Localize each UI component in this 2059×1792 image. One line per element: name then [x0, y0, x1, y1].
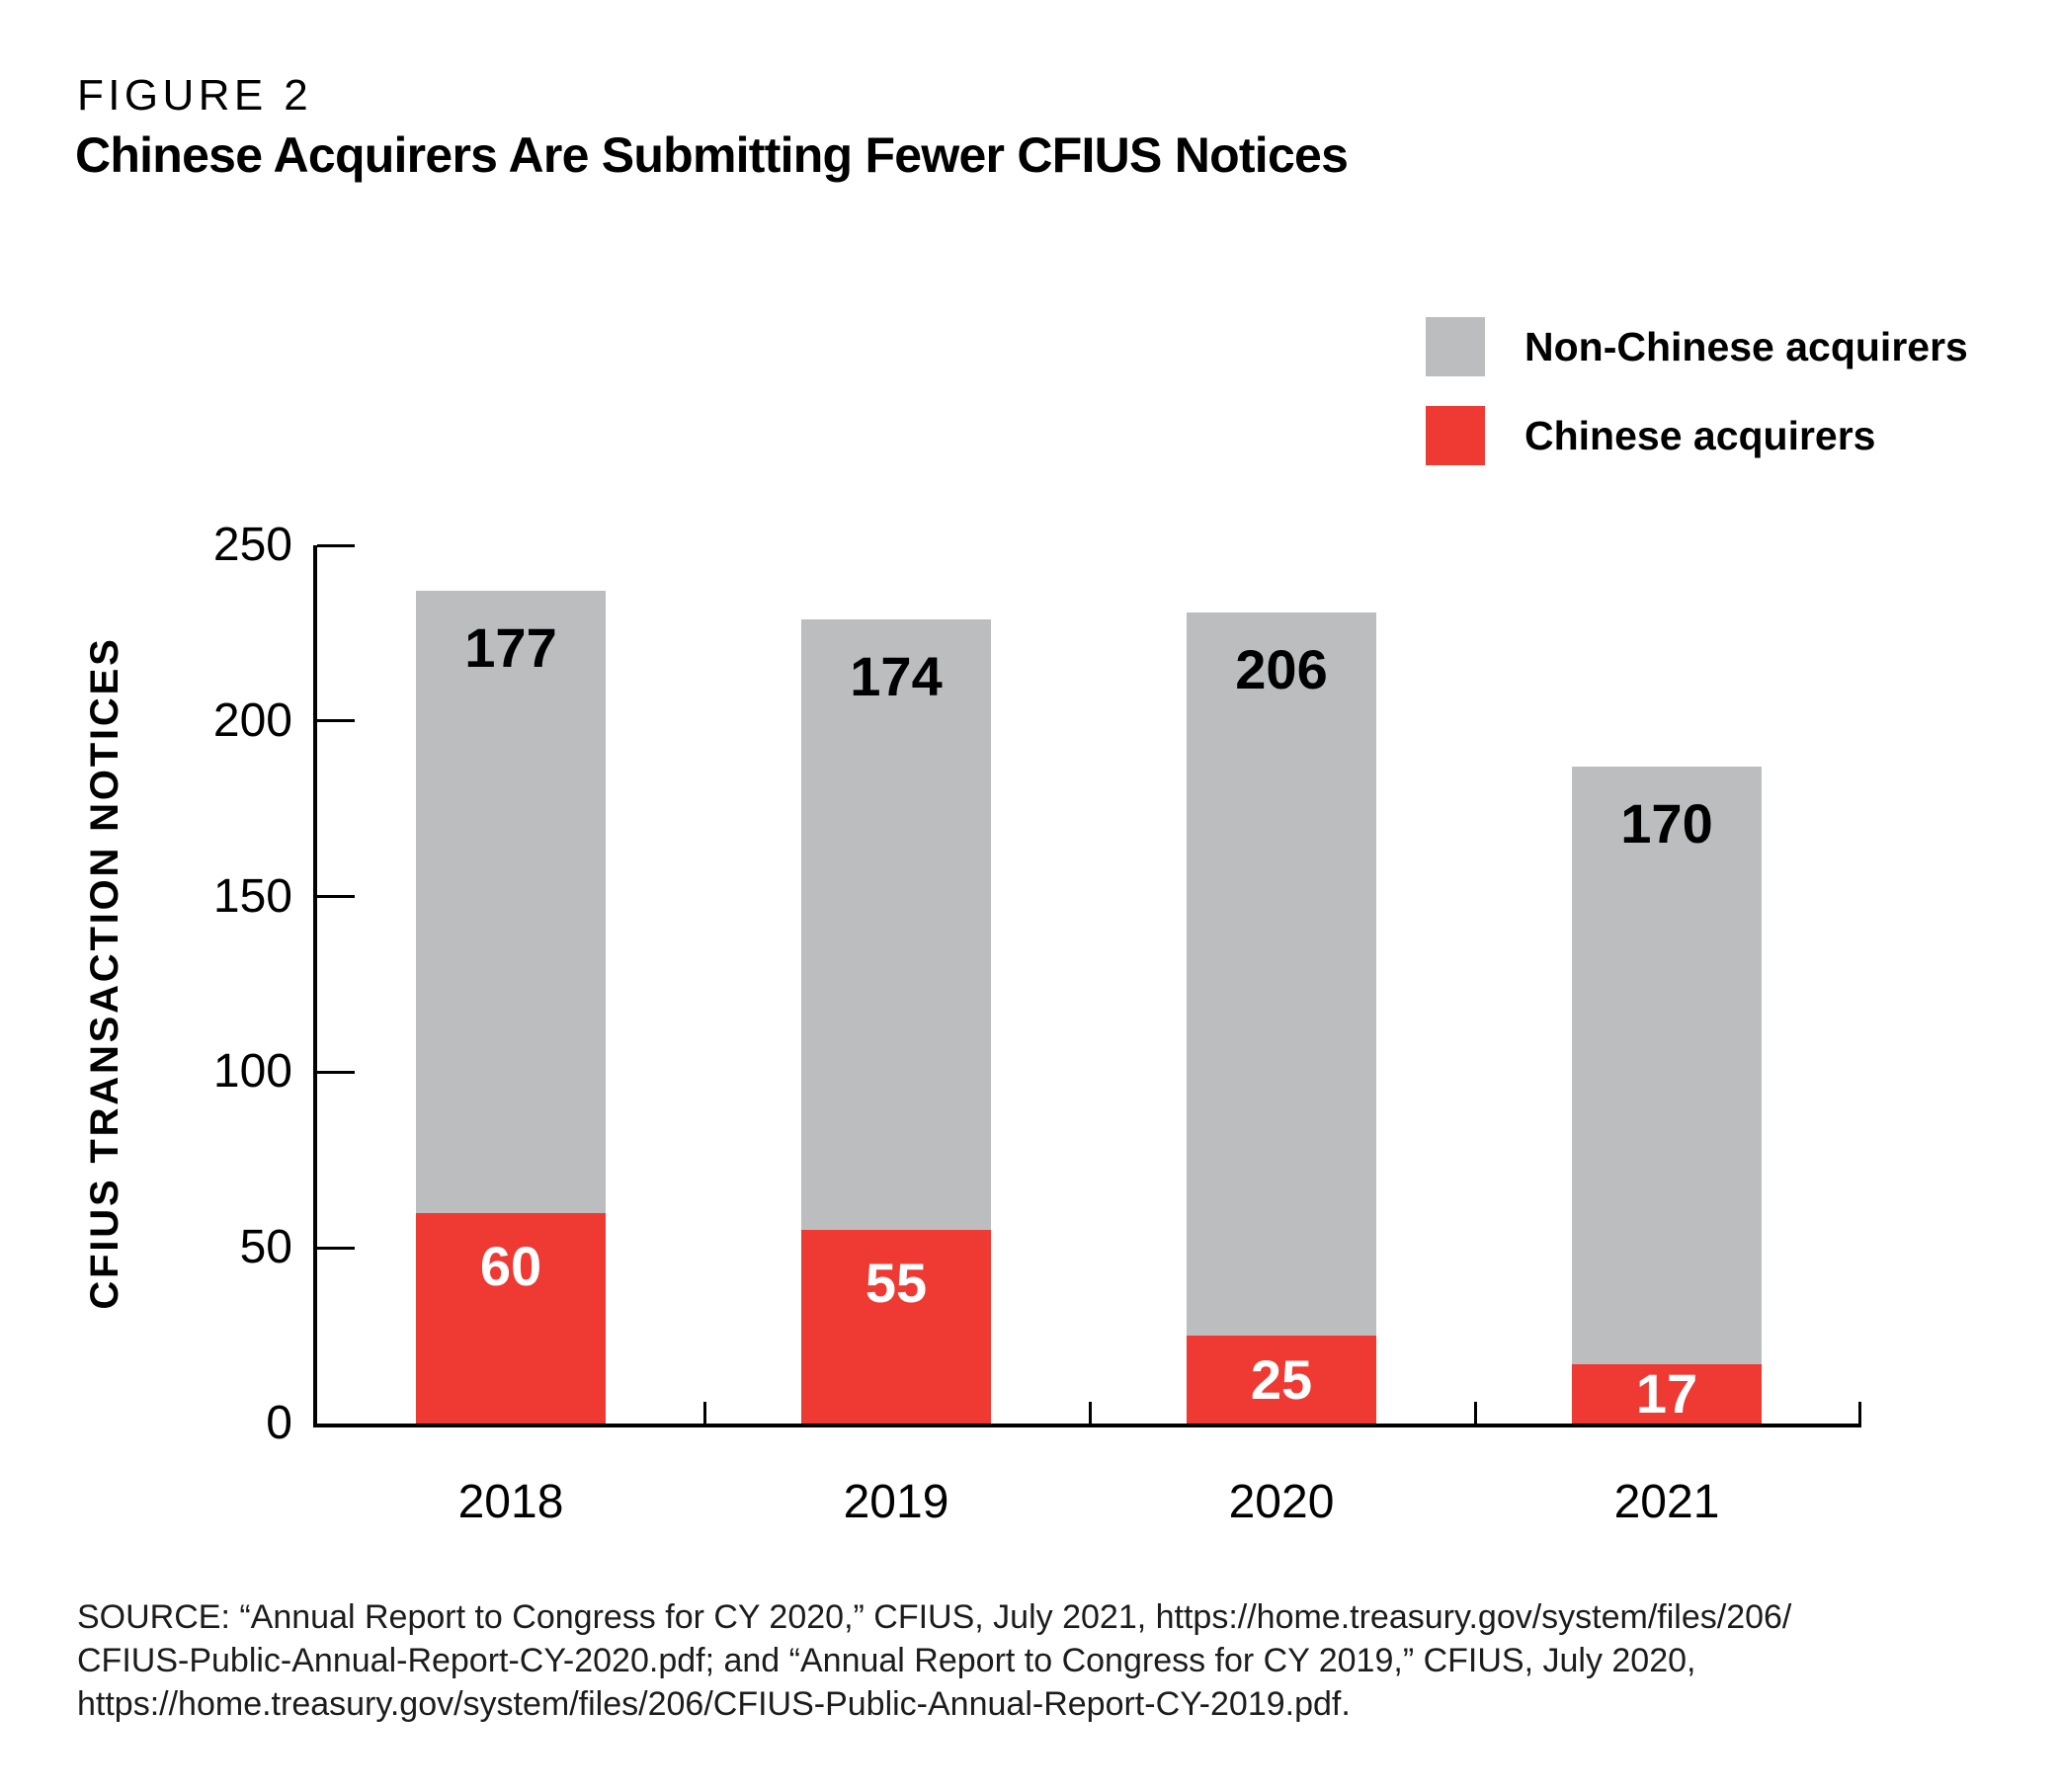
figure-number-label: FIGURE 2: [77, 71, 313, 120]
legend-swatch-red: [1426, 406, 1485, 465]
x-axis-line: [313, 1424, 1861, 1427]
bar-segment-chinese: [1187, 1336, 1376, 1424]
y-axis-tick-label: 0: [266, 1397, 292, 1449]
y-axis-tick-label: 200: [212, 693, 292, 747]
bar-segment-non-chinese: [801, 618, 991, 1231]
x-axis-tick: [1858, 1402, 1861, 1424]
y-axis-tick: [317, 719, 355, 723]
x-axis-category-label: 2021: [1613, 1476, 1720, 1528]
bar-value-label-chinese: 17: [1635, 1361, 1698, 1425]
bar-segment-chinese: [801, 1230, 991, 1424]
x-axis-category-label: 2020: [1228, 1476, 1335, 1528]
source-note: SOURCE: “Annual Report to Congress for C…: [77, 1595, 1791, 1726]
y-axis-tick-label: 50: [239, 1221, 292, 1274]
y-axis-tick: [317, 1246, 355, 1250]
y-axis-tick-label: 250: [212, 519, 292, 571]
bar-segment-chinese: [416, 1212, 606, 1424]
y-axis-tick: [317, 1070, 355, 1074]
source-line: SOURCE: “Annual Report to Congress for C…: [77, 1598, 1792, 1636]
y-axis-line: [313, 545, 317, 1427]
legend-item-non-chinese: Non-Chinese acquirers: [1426, 317, 1968, 376]
bar-segment-non-chinese: [1187, 611, 1376, 1337]
x-axis-category-label: 2019: [843, 1476, 949, 1528]
y-axis-tick-label: 150: [212, 869, 292, 923]
x-axis-tick: [1474, 1402, 1477, 1424]
legend-label: Chinese acquirers: [1524, 412, 1876, 458]
bar-value-label-non-chinese: 206: [1235, 637, 1328, 700]
legend-item-chinese: Chinese acquirers: [1426, 406, 1876, 465]
bar-segment-non-chinese: [416, 591, 606, 1213]
legend-label: Non-Chinese acquirers: [1524, 323, 1968, 369]
bar-segment-chinese: [1572, 1363, 1762, 1424]
bar-value-label-non-chinese: 174: [850, 644, 943, 707]
y-axis-title: CFIUS TRANSACTION NOTICES: [83, 636, 126, 1310]
chart-title: Chinese Acquirers Are Submitting Fewer C…: [75, 127, 1349, 183]
bar-segment-non-chinese: [1572, 767, 1762, 1364]
bar-value-label-chinese: 55: [865, 1252, 928, 1315]
source-line: https://home.treasury.gov/system/files/2…: [77, 1685, 1351, 1723]
x-axis-tick: [703, 1402, 706, 1424]
y-axis-tick: [317, 895, 355, 899]
bar-value-label-chinese: 60: [479, 1234, 542, 1297]
source-line: CFIUS-Public-Annual-Report-CY-2020.pdf; …: [77, 1642, 1696, 1679]
x-axis-tick: [1089, 1402, 1092, 1424]
x-axis-category-label: 2018: [457, 1476, 564, 1528]
legend-swatch-gray: [1426, 317, 1485, 376]
bar-value-label-non-chinese: 170: [1620, 792, 1713, 855]
y-axis-tick-label: 100: [212, 1045, 292, 1099]
bar-value-label-non-chinese: 177: [464, 616, 557, 680]
y-axis-tick: [317, 543, 355, 547]
bar-value-label-chinese: 25: [1250, 1347, 1313, 1411]
